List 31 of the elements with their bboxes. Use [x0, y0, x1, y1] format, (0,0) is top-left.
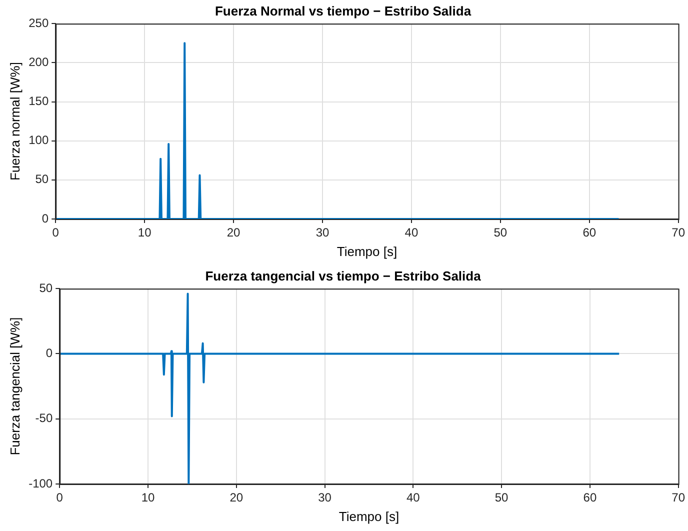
x-axis-title: Tiempo [s] [336, 244, 398, 259]
x-tick-label: 70 [672, 226, 686, 240]
y-tick-label: 200 [28, 54, 49, 69]
x-tick-label: 30 [316, 226, 330, 240]
x-tick-label: 40 [404, 226, 418, 240]
y-tick-label: 50 [35, 172, 49, 186]
chart-title: Fuerza Normal vs tiempo − Estribo Salida [214, 3, 472, 18]
x-axis-title: Tiempo [s] [338, 508, 400, 524]
x-tick-label: 50 [494, 490, 509, 505]
x-tick-label: 60 [583, 490, 597, 505]
y-tick-label: 150 [28, 94, 49, 108]
x-tick-label: 30 [318, 490, 332, 505]
x-tick-label: 20 [226, 226, 241, 240]
x-tick-label: 0 [56, 490, 64, 505]
x-tick-label: 40 [406, 490, 420, 505]
y-tick-label: 250 [28, 16, 49, 30]
y-tick-label: -100 [28, 476, 53, 490]
y-tick-label: 100 [28, 133, 49, 148]
x-tick-label: 60 [582, 226, 596, 240]
y-tick-label: -50 [35, 411, 53, 426]
x-tick-label: 10 [141, 490, 155, 505]
chart-title: Fuerza tangencial vs tiempo − Estribo Salida [205, 268, 482, 284]
y-axis-title: Fuerza tangencial [W%] [7, 317, 22, 456]
y-tick-label: 0 [46, 346, 53, 360]
y-tick-label: 50 [39, 280, 53, 295]
x-tick-label: 10 [138, 226, 152, 240]
x-tick-label: 70 [672, 490, 686, 505]
x-tick-label: 20 [230, 490, 244, 505]
y-tick-label: 0 [42, 211, 49, 226]
y-axis-title: Fuerza normal [W%] [7, 62, 22, 181]
x-tick-label: 50 [494, 226, 508, 240]
